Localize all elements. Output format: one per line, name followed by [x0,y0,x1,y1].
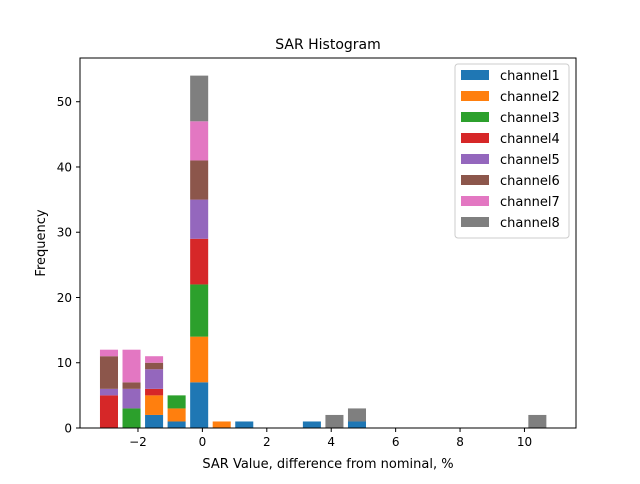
y-tick-label: 10 [57,356,72,370]
legend-swatch-channel6 [461,175,489,185]
x-tick-label: 2 [263,435,271,449]
legend-swatch-channel2 [461,91,489,101]
plot-area-frame [79,57,577,429]
legend-label-channel1: channel1 [500,69,560,84]
bar-channel7-1 [122,349,141,383]
bar-channel3-0 [122,408,141,428]
x-tick-label: −2 [129,435,147,449]
legend-swatch-channel7 [461,196,489,206]
legend-label-channel5: channel5 [500,153,560,168]
legend-swatch-channel5 [461,154,489,164]
legend-label-channel2: channel2 [500,90,560,105]
legend-label-channel6: channel6 [500,174,560,189]
bar-channel6-3 [190,160,209,200]
chart-title: SAR Histogram [275,37,381,53]
bar-channel6-1 [122,382,141,389]
bar-channel2-2 [190,336,209,383]
bar-channel5-2 [145,369,164,389]
y-tick-label: 30 [57,226,72,240]
y-tick-label: 50 [57,95,72,109]
bar-channel8-2 [347,408,367,422]
bar-channel1-3 [235,421,254,428]
y-tick-label: 0 [64,422,72,436]
bar-channel5-3 [190,199,209,239]
x-tick-label: 8 [456,435,464,449]
bar-channel4-1 [145,388,164,396]
bar-channel5-0 [99,388,119,396]
bar-channel6-0 [99,356,119,389]
legend-swatch-channel4 [461,133,489,143]
bar-channel2-3 [212,421,231,428]
bar-channel1-5 [347,421,367,428]
y-axis-label: Frequency [34,209,49,276]
legend-swatch-channel8 [461,217,489,227]
legend-swatch-channel3 [461,112,489,122]
bar-channel8-3 [528,414,547,428]
bar-channel8-1 [325,414,344,428]
bar-channel7-0 [99,349,119,357]
bar-channel6-2 [145,362,164,370]
x-tick-label: 4 [327,435,335,449]
legend-label-channel3: channel3 [500,111,560,126]
bar-channel8-0 [190,75,209,122]
axis-ticks: −2 0 2 4 6 8 10 0 10 20 30 40 50 [57,95,532,449]
bar-channel5-1 [122,388,141,409]
x-tick-label: 10 [517,435,532,449]
x-axis-label: SAR Value, difference from nominal, % [202,457,453,472]
bar-channel2-1 [167,408,186,422]
bar-channel3-1 [167,395,186,409]
legend-swatch-channel1 [461,70,489,80]
legend-label-channel7: channel7 [500,195,560,210]
bar-channel3-2 [190,284,209,337]
bars-layer [99,75,547,428]
y-tick-label: 40 [57,160,72,174]
legend: channel1 channel2 channel3 channel4 channel5… [454,63,570,239]
legend-label-channel4: channel4 [500,132,560,147]
bar-channel1-0 [145,414,164,428]
legend-label-channel8: channel8 [500,216,560,231]
bar-channel4-2 [190,238,209,285]
x-tick-label: 6 [392,435,400,449]
bar-channel7-3 [190,121,209,161]
x-tick-label: 0 [199,435,207,449]
bar-channel4-0 [99,395,119,428]
bar-channel1-4 [302,421,321,428]
y-tick-label: 20 [57,291,72,305]
bar-channel1-2 [190,382,209,428]
bar-channel2-0 [145,395,164,415]
legend-box [454,63,570,239]
bar-channel7-2 [145,356,164,363]
bar-channel1-1 [167,421,186,428]
